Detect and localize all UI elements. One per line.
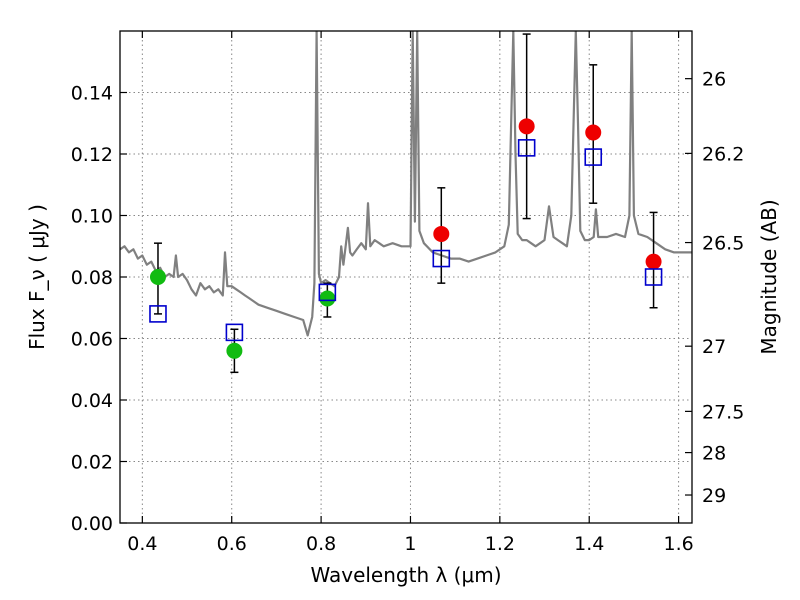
y2-axis-label: Magnitude (AB) bbox=[757, 199, 781, 354]
green-data-point bbox=[319, 290, 336, 307]
x-tick-label: 0.4 bbox=[127, 533, 157, 555]
points-layer bbox=[149, 33, 663, 374]
y-tick-label: 0.02 bbox=[71, 452, 113, 474]
x-tick-label: 1.6 bbox=[663, 533, 693, 555]
y2-tick-label: 26.2 bbox=[702, 143, 744, 165]
red-data-point bbox=[433, 225, 450, 242]
green-data-point bbox=[149, 269, 166, 285]
y2-tick-label: 27 bbox=[702, 336, 726, 358]
model-square bbox=[517, 139, 536, 157]
grid bbox=[120, 31, 692, 524]
red-data-point bbox=[585, 124, 602, 141]
y-tick-label: 0.08 bbox=[71, 267, 113, 289]
y-tick-label: 0.06 bbox=[71, 329, 113, 351]
model-square bbox=[225, 323, 244, 342]
model-square bbox=[644, 268, 663, 286]
model-square bbox=[432, 249, 451, 268]
y-tick-label: 0.12 bbox=[71, 144, 113, 166]
y-tick-label: 0.00 bbox=[71, 513, 113, 535]
y-tick-label: 0.04 bbox=[71, 390, 113, 412]
x-axis-label: Wavelength λ (μm) bbox=[310, 563, 501, 587]
x-tick-label: 1.2 bbox=[485, 533, 515, 555]
y2-tick-label: 26 bbox=[702, 69, 726, 91]
y2-tick-label: 26.5 bbox=[702, 233, 744, 255]
green-data-point bbox=[226, 342, 243, 359]
red-data-point bbox=[645, 253, 662, 270]
y-tick-label: 0.14 bbox=[71, 83, 113, 105]
y-tick-label: 0.10 bbox=[71, 206, 113, 228]
spectrum-line bbox=[120, 31, 692, 337]
model-square bbox=[584, 148, 603, 166]
x-tick-label: 1.4 bbox=[574, 533, 604, 555]
x-tick-label: 0.8 bbox=[306, 533, 336, 555]
model-square bbox=[149, 305, 167, 323]
axis-ticks: 0.4 0.6 0.8 1 1.2 1.4 1.6 0.00 0.02 0.04 0.06 0.08 0… bbox=[71, 31, 744, 555]
y-axis-label: Flux F_ν ( μJy ) bbox=[25, 204, 49, 350]
x-tick-label: 1 bbox=[404, 533, 416, 555]
y2-tick-label: 27.5 bbox=[702, 401, 744, 423]
spectrum-layer bbox=[120, 31, 692, 337]
red-data-point bbox=[518, 118, 535, 135]
y2-tick-label: 28 bbox=[702, 443, 726, 465]
x-tick-label: 0.6 bbox=[217, 533, 247, 555]
y2-tick-label: 29 bbox=[702, 485, 726, 507]
model-square bbox=[318, 283, 337, 302]
